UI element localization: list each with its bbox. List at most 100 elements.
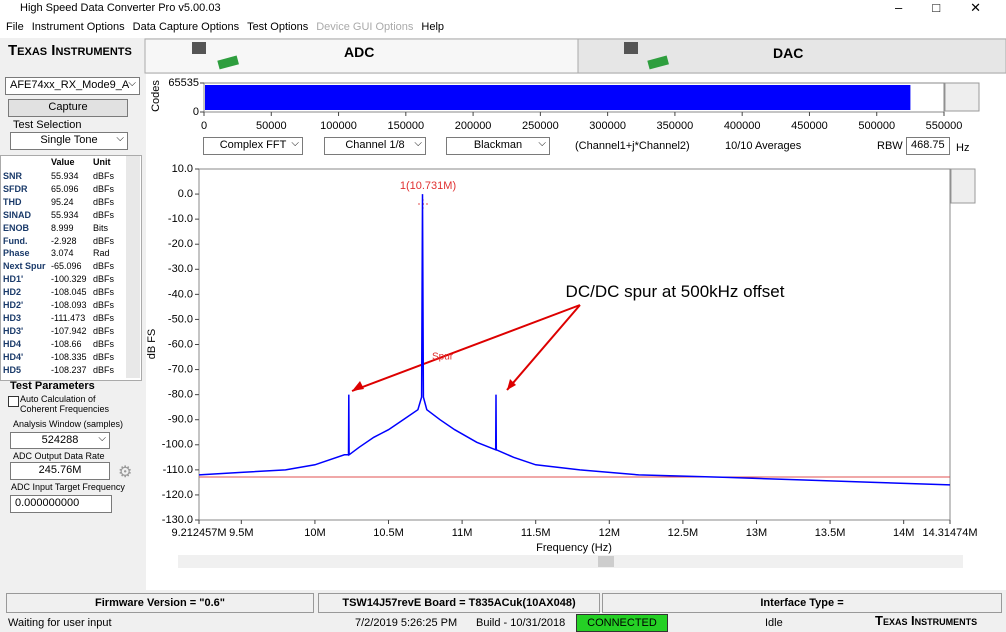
window-controls[interactable]: –□✕ — [895, 0, 1006, 15]
checkbox[interactable] — [8, 396, 19, 407]
table-cell: dBFs — [93, 209, 115, 220]
test-select[interactable]: Single Tone — [10, 132, 128, 150]
tab-label[interactable]: ADC — [344, 44, 375, 60]
label: Test Selection — [13, 119, 82, 131]
table-cell: -108.237 — [51, 364, 87, 375]
table-cell: -111.473 — [51, 312, 86, 323]
table-cell: dBFs — [93, 171, 115, 181]
table-cell: 65.096 — [51, 183, 79, 194]
y-tick-label: 0 — [193, 106, 199, 118]
table-cell: 8.999 — [51, 222, 74, 233]
checkbox-label: Auto Calculation of Coherent Frequencies — [20, 394, 110, 414]
table-cell: dBFs — [93, 338, 115, 349]
y-tick-label: 0.0 — [178, 188, 193, 200]
label: ADC Output Data Rate — [13, 451, 105, 461]
table-cell: HD1' — [3, 274, 24, 285]
table-cell: HD3' — [3, 325, 24, 336]
table-cell: -100.329 — [51, 274, 87, 285]
scroll-thumb[interactable] — [598, 556, 614, 567]
analysis-window[interactable]: 524288 — [10, 432, 110, 449]
x-tick-label: 350000 — [657, 120, 694, 132]
table-cell: HD2 — [3, 287, 22, 298]
table-cell: dBFs — [93, 196, 115, 207]
scrollbar[interactable] — [178, 555, 963, 568]
tab-icon — [192, 42, 206, 54]
x-tick-label: 200000 — [455, 120, 492, 132]
adc-tab[interactable] — [144, 38, 579, 74]
spectrum-line — [198, 194, 951, 486]
status-message: Waiting for user input — [8, 617, 112, 629]
x-tick-label: 10.5M — [373, 527, 404, 539]
x-tick-label: 10M — [304, 527, 325, 539]
table-cell: dBFs — [93, 300, 115, 310]
tab-icon — [647, 55, 669, 70]
rbw-unit: Hz — [956, 142, 970, 154]
x-tick-label: 13.5M — [815, 527, 846, 539]
window-select[interactable]: Blackman — [446, 137, 550, 155]
x-tick-label: 550000 — [926, 120, 963, 132]
column-header: Unit — [93, 157, 111, 167]
table-cell: HD3 — [3, 312, 22, 323]
column-header: Value — [51, 157, 75, 167]
channel-select[interactable]: Channel 1/8 — [324, 137, 426, 155]
table-cell: SNR — [3, 171, 23, 181]
table-cell: Phase — [3, 248, 30, 259]
menu-item[interactable]: Instrument Options — [31, 21, 125, 33]
table-cell: dBFs — [93, 261, 115, 272]
table-cell: dBFs — [93, 287, 115, 298]
tab-icon — [217, 55, 239, 70]
table-cell: ENOB — [3, 222, 30, 233]
table-cell: dBFs — [93, 364, 115, 375]
menu-item[interactable]: File — [6, 21, 24, 33]
table-cell: 95.24 — [51, 196, 74, 207]
window-title: High Speed Data Converter Pro v5.00.03 — [20, 2, 221, 14]
table-cell: HD5 — [3, 364, 22, 375]
zoom-tools[interactable] — [950, 168, 976, 204]
menu-item[interactable]: Help — [421, 21, 445, 33]
label: Analysis Window (samples) — [13, 419, 124, 429]
settings-icon[interactable]: ⚙ — [118, 464, 133, 481]
sample-bar — [205, 85, 911, 110]
table-cell: -108.045 — [51, 287, 87, 298]
y-tick-label: -50.0 — [168, 313, 193, 325]
fft-type[interactable]: Complex FFT — [203, 137, 303, 155]
x-tick-label: 14.31474M — [922, 527, 977, 539]
table-scrollbar — [126, 156, 140, 378]
y-tick-label: -30.0 — [168, 263, 193, 275]
spur-label: Spur — [432, 352, 454, 363]
menu-item[interactable]: Device GUI Options — [316, 21, 414, 33]
tab-label[interactable]: DAC — [773, 45, 804, 61]
table-cell: dBFs — [93, 235, 115, 246]
capture-button[interactable]: Capture — [8, 99, 128, 117]
table-cell: 55.934 — [51, 209, 79, 220]
x-tick-label: 11M — [452, 527, 473, 539]
table-cell: -2.928 — [51, 235, 77, 246]
x-tick-label: 9.212457M — [171, 527, 226, 539]
y-tick-label: 65535 — [168, 77, 199, 89]
x-tick-label: 12M — [599, 527, 620, 539]
output-rate[interactable]: 245.76M — [10, 462, 110, 480]
table-cell: HD4 — [3, 338, 22, 349]
y-tick-label: -60.0 — [168, 338, 193, 350]
section-title: Test Parameters — [10, 380, 95, 392]
table-cell: Rad — [93, 248, 110, 259]
table-cell: -107.942 — [51, 325, 87, 336]
table-cell: dBFs — [93, 312, 115, 323]
table-cell: SINAD — [3, 209, 32, 220]
zoom-tools[interactable] — [944, 82, 980, 112]
table-cell: -108.66 — [51, 338, 82, 349]
x-tick-label: 500000 — [858, 120, 895, 132]
target-frequency[interactable]: 0.000000000 — [10, 495, 112, 513]
x-tick-label: 150000 — [387, 120, 424, 132]
table-cell: dBFs — [93, 325, 115, 336]
status-build: Build - 10/31/2018 — [476, 617, 566, 629]
y-axis-label: Codes — [150, 80, 162, 112]
device-select[interactable]: AFE74xx_RX_Mode9_A — [5, 77, 140, 95]
menu-item[interactable]: Test Options — [247, 21, 309, 33]
table-cell: -108.335 — [51, 351, 87, 362]
averages: 10/10 Averages — [725, 140, 802, 152]
x-tick-label: 450000 — [791, 120, 828, 132]
x-tick-label: 11.5M — [521, 527, 551, 539]
rbw-value[interactable]: 468.75 — [906, 137, 950, 155]
menu-item[interactable]: Data Capture Options — [132, 21, 240, 33]
